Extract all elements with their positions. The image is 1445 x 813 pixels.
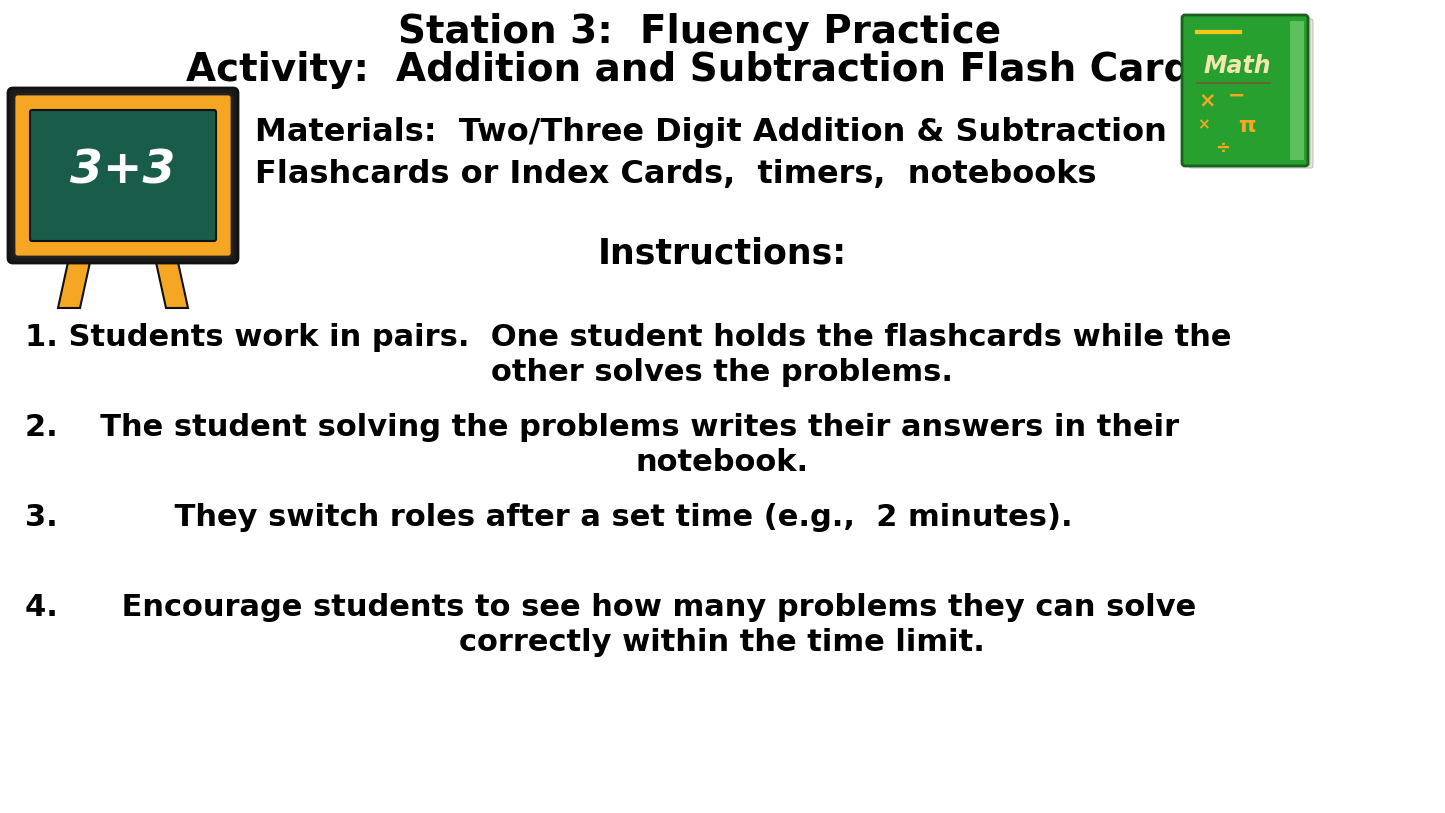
Text: 3+3: 3+3: [71, 148, 176, 193]
FancyBboxPatch shape: [14, 94, 233, 257]
Text: other solves the problems.: other solves the problems.: [491, 358, 954, 387]
Text: 2.    The student solving the problems writes their answers in their: 2. The student solving the problems writ…: [25, 413, 1179, 442]
Text: ×: ×: [1198, 90, 1215, 110]
FancyBboxPatch shape: [1290, 21, 1303, 160]
Text: ÷: ÷: [1215, 139, 1231, 157]
Text: Station 3:  Fluency Practice: Station 3: Fluency Practice: [399, 13, 1001, 51]
Text: −: −: [1228, 86, 1246, 106]
Polygon shape: [155, 253, 188, 308]
Text: 1. Students work in pairs.  One student holds the flashcards while the: 1. Students work in pairs. One student h…: [25, 323, 1231, 352]
FancyBboxPatch shape: [9, 88, 238, 263]
Text: Math: Math: [1204, 54, 1270, 78]
FancyBboxPatch shape: [1182, 15, 1308, 166]
Text: 4.      Encourage students to see how many problems they can solve: 4. Encourage students to see how many pr…: [25, 593, 1196, 622]
Polygon shape: [58, 253, 92, 308]
Text: 3.           They switch roles after a set time (e.g.,  2 minutes).: 3. They switch roles after a set time (e…: [25, 503, 1072, 532]
Text: π: π: [1238, 116, 1256, 136]
Text: correctly within the time limit.: correctly within the time limit.: [460, 628, 985, 657]
FancyBboxPatch shape: [1189, 19, 1314, 168]
FancyBboxPatch shape: [30, 110, 215, 241]
Text: Materials:  Two/Three Digit Addition & Subtraction: Materials: Two/Three Digit Addition & Su…: [254, 118, 1168, 149]
Text: Instructions:: Instructions:: [597, 236, 847, 270]
FancyBboxPatch shape: [1186, 17, 1311, 166]
Text: Activity:  Addition and Subtraction Flash Cards: Activity: Addition and Subtraction Flash…: [186, 51, 1214, 89]
Text: ×: ×: [1196, 118, 1209, 133]
Text: notebook.: notebook.: [636, 448, 809, 477]
Text: Flashcards or Index Cards,  timers,  notebooks: Flashcards or Index Cards, timers, noteb…: [254, 159, 1097, 190]
